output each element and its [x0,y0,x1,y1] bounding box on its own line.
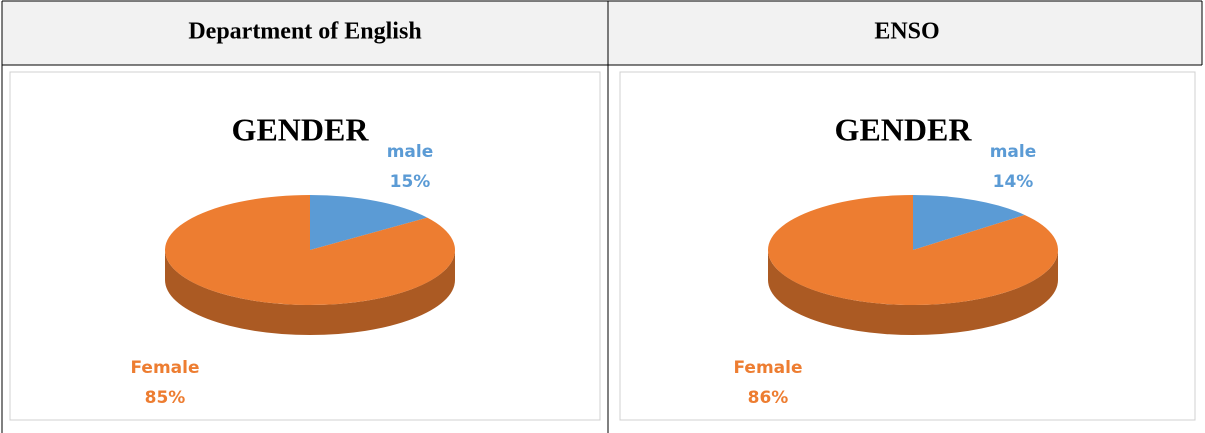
pie-side [165,250,455,335]
slice-label: male [990,142,1037,162]
chart-title: GENDER [835,111,973,147]
slice-label: Female [734,358,803,378]
pie-slice [310,195,428,250]
slice-value-label: 86% [748,388,789,408]
header-cell: Department of English [188,19,421,45]
pie-slice [913,195,1025,250]
header-cell: ENSO [874,19,939,45]
slice-value-label: 14% [993,172,1034,192]
slice-label: male [387,142,434,162]
slice-value-label: 85% [145,388,186,408]
slice-value-label: 15% [390,172,431,192]
chart-title: GENDER [232,111,370,147]
header-row [2,1,1202,65]
slice-label: Female [131,358,200,378]
pie-side [768,250,1058,335]
pie-slice [768,195,1058,305]
pie-slice [164,195,455,305]
